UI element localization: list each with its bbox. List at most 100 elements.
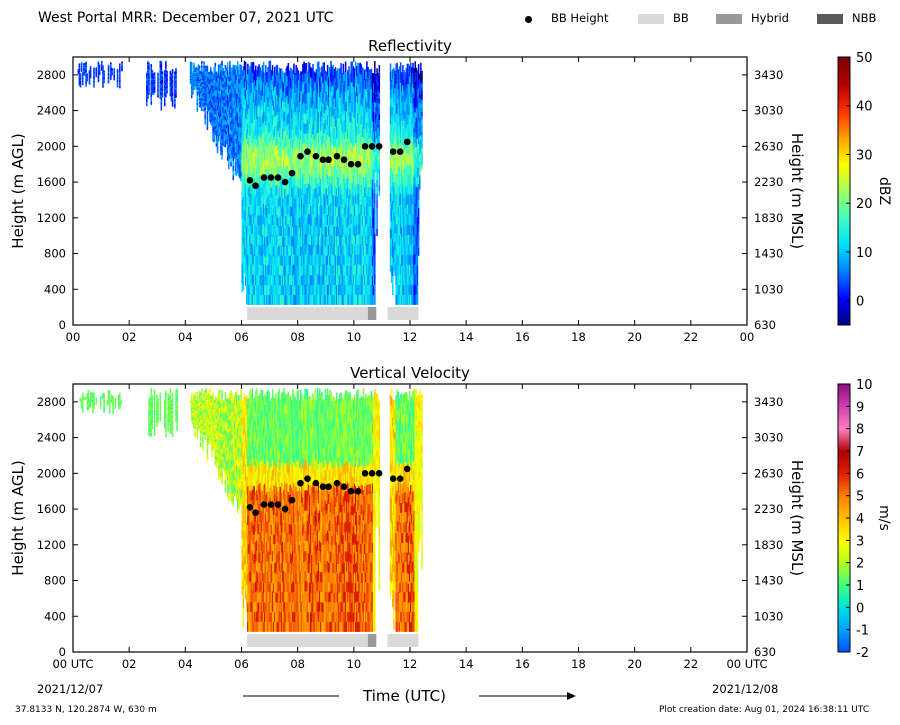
field-cell [150,99,153,102]
field-cell [219,67,221,71]
field-cell [270,275,273,286]
field-cell [225,77,228,81]
field-cell [329,166,331,177]
field-cell [169,81,172,83]
field-cell [81,78,84,80]
field-cell [201,69,203,72]
field-cell [362,78,365,89]
field-cell [212,104,214,108]
field-cell [308,113,311,124]
field-cell [88,76,91,78]
field-cell [217,77,220,81]
field-cell [93,77,95,79]
field-cell [353,117,356,128]
field-cell [294,102,296,113]
field-cell [366,294,368,305]
field-cell [366,223,368,234]
field-cell [151,89,154,91]
field-cell [340,284,342,295]
field-cell [312,274,314,285]
field-cell [110,76,112,78]
field-cell [260,90,263,101]
field-cell [241,208,244,219]
field-cell [351,193,354,204]
field-cell [290,98,293,109]
field-cell [258,144,260,155]
field-cell [175,89,177,92]
field-cell [217,90,220,94]
field-cell [279,68,282,79]
field-cell [270,157,273,169]
field-cell [170,89,173,92]
field-cell [211,76,213,79]
field-cell [279,88,282,99]
field-cell [210,66,212,70]
field-cell [229,154,231,159]
field-cell [331,205,333,216]
field-cell [298,285,301,296]
field-cell [299,187,302,198]
field-cell [248,284,250,296]
field-cell [161,71,164,74]
field-cell [288,226,291,237]
field-cell [206,73,209,77]
field-cell [306,275,309,286]
field-cell [326,184,329,196]
field-cell [302,154,304,165]
field-cell [323,243,326,255]
field-cell [189,66,192,68]
field-cell [211,121,213,124]
field-cell [301,71,303,82]
field-cell [294,140,296,151]
field-cell [274,274,276,286]
field-cell [211,91,213,95]
field-cell [281,168,284,179]
field-cell [285,107,287,118]
field-cell [303,61,305,73]
field-cell [321,106,323,117]
field-cell [302,274,304,285]
field-cell [206,127,209,131]
field-cell [369,98,372,109]
field-cell [174,71,176,74]
field-cell [239,159,241,165]
field-cell [303,142,305,154]
field-cell [150,79,153,82]
field-cell [249,284,251,295]
field-cell [341,246,343,257]
field-cell [352,145,355,157]
field-cell [247,143,249,155]
field-cell [334,77,337,88]
field-cell [165,72,167,75]
field-cell [153,91,156,93]
field-cell [247,214,249,225]
field-cell [368,118,370,129]
field-cell [216,106,219,110]
field-cell [261,214,264,226]
field-cell [239,140,241,146]
field-cell [259,284,261,295]
field-cell [189,61,192,64]
field-cell [169,88,172,91]
field-cell [317,162,320,174]
field-cell [242,224,245,235]
field-cell [342,284,345,295]
field-cell [314,91,317,102]
field-cell [171,73,174,76]
field-cell [305,103,308,114]
field-cell [229,72,231,78]
field-cell [165,77,167,80]
field-cell [239,69,241,75]
field-cell [85,82,87,84]
field-cell [166,86,168,89]
field-cell [302,174,304,185]
field-cell [340,113,342,124]
field-cell [95,69,97,70]
field-cell [326,94,329,106]
field-cell [259,106,261,118]
field-cell [281,100,284,111]
field-cell [293,173,295,185]
field-cell [211,116,213,120]
field-cell [81,81,84,83]
field-cell [207,106,210,109]
